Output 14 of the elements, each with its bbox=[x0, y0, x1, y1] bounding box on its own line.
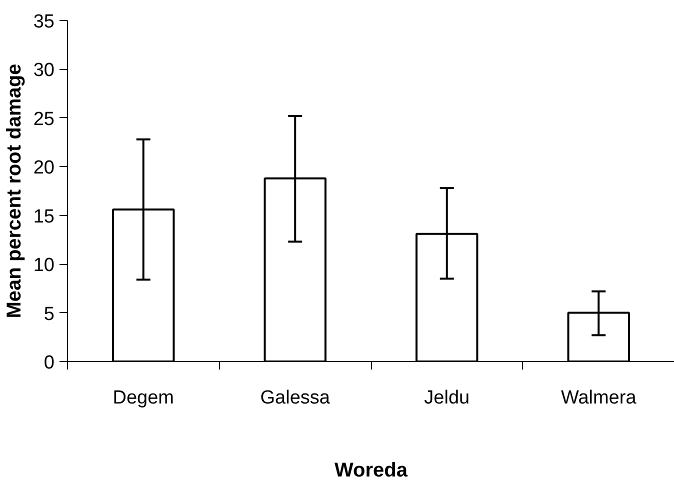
y-tick-label: 30 bbox=[33, 60, 55, 82]
y-tick-label: 10 bbox=[33, 255, 55, 276]
y-axis-title: Mean percent root damage bbox=[3, 64, 26, 318]
x-tick-label: Jeldu bbox=[424, 388, 470, 408]
x-tick-label: Galessa bbox=[260, 388, 330, 408]
y-tick-label: 25 bbox=[33, 108, 55, 130]
x-tick-label: Walmera bbox=[560, 388, 637, 408]
x-tick-label: Degem bbox=[112, 388, 174, 408]
y-tick-label: 15 bbox=[33, 206, 55, 228]
y-tick-label: 5 bbox=[44, 304, 55, 325]
y-tick-label: 0 bbox=[44, 352, 55, 374]
x-axis-title: Woreda bbox=[334, 460, 408, 482]
y-tick-label: 35 bbox=[33, 12, 55, 32]
y-tick-label: 20 bbox=[33, 158, 55, 179]
